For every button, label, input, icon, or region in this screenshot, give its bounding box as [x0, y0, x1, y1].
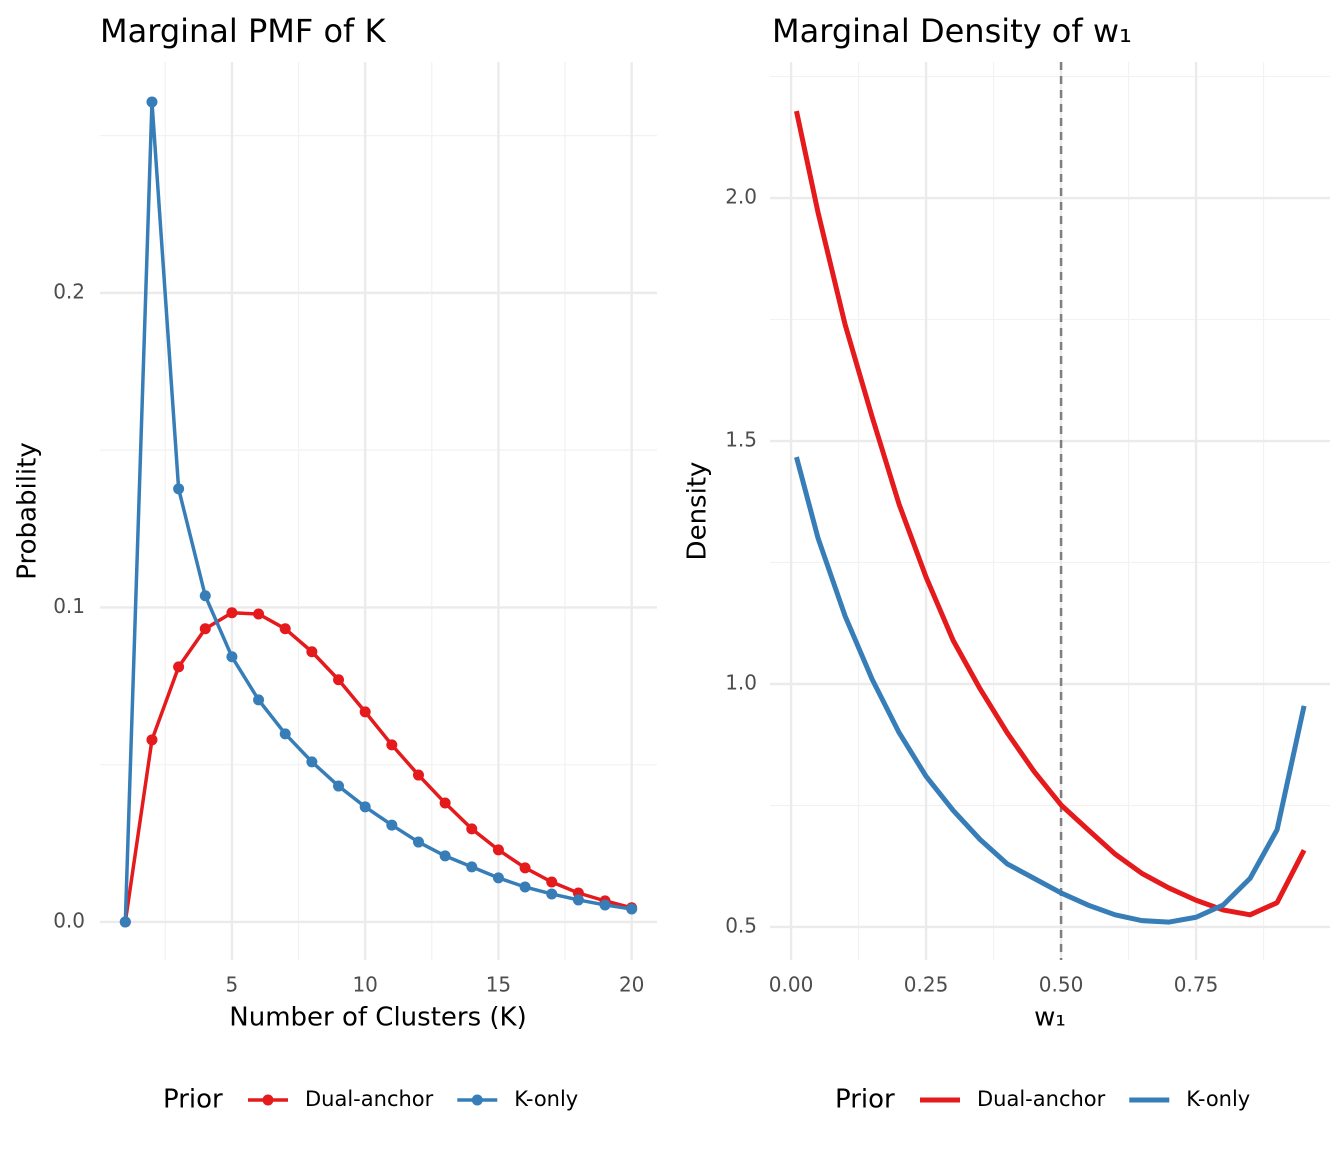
- legend-title: Prior: [835, 1085, 895, 1115]
- data-point: [572, 894, 584, 906]
- y-axis-title: Density: [683, 462, 713, 561]
- chart-title: Marginal PMF of K: [100, 12, 386, 50]
- legend-label: Dual-anchor: [305, 1087, 434, 1111]
- y-tick-label: 0.0: [53, 908, 85, 932]
- data-point: [306, 646, 318, 658]
- x-axis-title: Number of Clusters (K): [229, 1003, 526, 1033]
- chart-title: Marginal Density of w₁: [772, 12, 1132, 50]
- series-line: [123, 100, 632, 922]
- x-tick-label: 0.50: [1039, 973, 1084, 997]
- data-point: [626, 903, 638, 915]
- data-point: [279, 728, 291, 740]
- data-point: [439, 797, 451, 809]
- y-tick-label: 0.1: [53, 594, 85, 618]
- series-line: [123, 611, 633, 923]
- y-tick-label: 2.0: [725, 185, 757, 209]
- x-tick-label: 0.25: [904, 973, 949, 997]
- data-point: [333, 780, 345, 792]
- data-point: [386, 819, 398, 831]
- data-point: [546, 876, 558, 888]
- y-axis-title: Probability: [13, 442, 43, 579]
- data-point: [359, 706, 371, 718]
- data-point: [466, 823, 478, 835]
- legend-key-point: [262, 1094, 274, 1106]
- data-point: [226, 651, 238, 663]
- data-point: [306, 756, 318, 768]
- data-point: [359, 801, 371, 813]
- x-tick-label: 20: [619, 973, 644, 997]
- data-point: [466, 861, 478, 873]
- y-tick-label: 0.5: [725, 913, 757, 937]
- data-point: [599, 899, 611, 911]
- x-tick-label: 0.75: [1174, 973, 1219, 997]
- data-point: [333, 674, 345, 686]
- data-point: [199, 623, 211, 635]
- x-tick-label: 5: [226, 973, 239, 997]
- data-point: [253, 608, 265, 620]
- legend-label: K-only: [514, 1087, 578, 1111]
- data-point: [279, 623, 291, 635]
- data-point: [173, 661, 185, 673]
- data-point: [119, 916, 131, 928]
- data-point: [412, 836, 424, 848]
- x-tick-label: 0.00: [769, 973, 814, 997]
- data-point: [173, 483, 185, 495]
- data-point: [386, 739, 398, 751]
- legend-key-point: [471, 1094, 483, 1106]
- data-point: [492, 872, 504, 884]
- data-point: [492, 844, 504, 856]
- x-axis-title: w₁: [1034, 1003, 1066, 1033]
- data-point: [146, 734, 158, 746]
- y-tick-label: 1.5: [725, 428, 757, 452]
- data-point: [199, 590, 211, 602]
- x-tick-label: 10: [352, 973, 377, 997]
- series-line: [794, 110, 1307, 918]
- data-point: [146, 96, 158, 108]
- x-tick-label: 15: [486, 973, 511, 997]
- data-point: [226, 607, 238, 619]
- data-point: [253, 694, 265, 706]
- y-tick-label: 0.2: [53, 279, 85, 303]
- legend-label: Dual-anchor: [977, 1087, 1106, 1111]
- data-point: [546, 888, 558, 900]
- data-point: [439, 850, 451, 862]
- data-point: [519, 881, 531, 893]
- data-point: [412, 769, 424, 781]
- series-line: [794, 456, 1307, 925]
- legend-label: K-only: [1186, 1087, 1250, 1111]
- y-tick-label: 1.0: [725, 670, 757, 694]
- legend-title: Prior: [163, 1085, 223, 1115]
- data-point: [519, 862, 531, 874]
